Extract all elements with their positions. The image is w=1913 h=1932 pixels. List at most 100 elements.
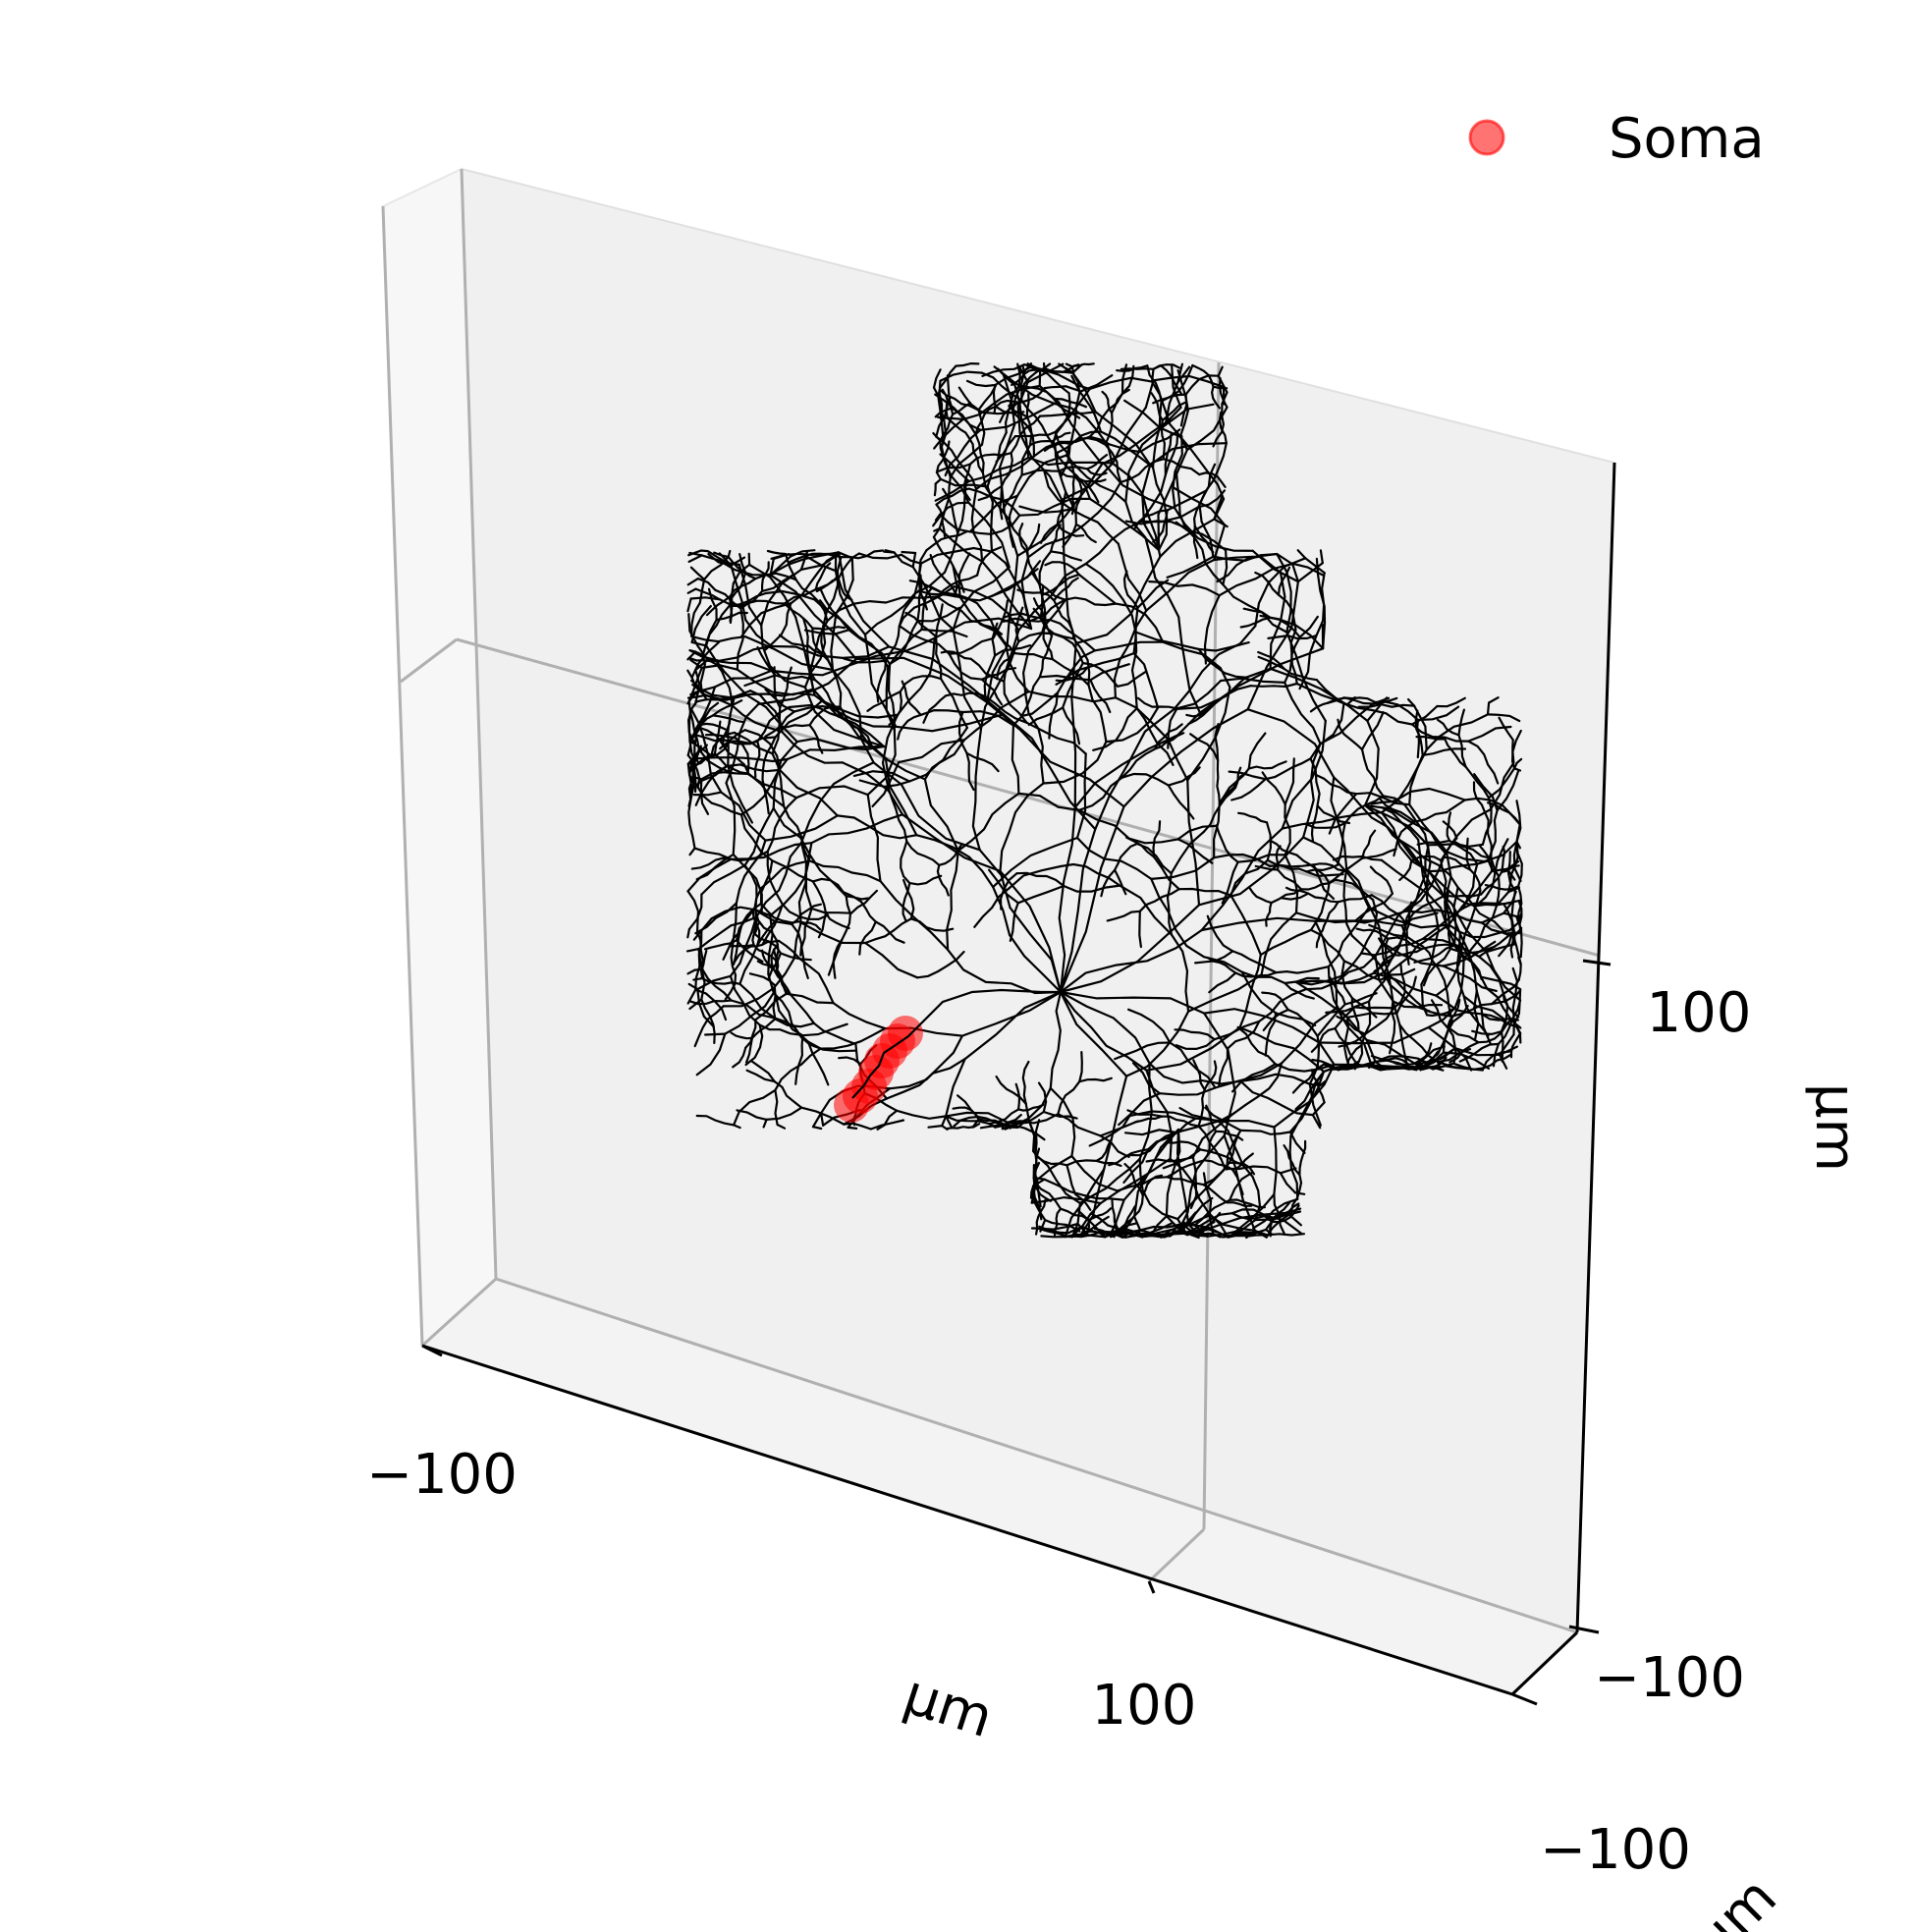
dendrite-segment-978	[701, 734, 723, 794]
dendrite-segment-1492	[1104, 412, 1114, 446]
dendrite-segment-1705	[1374, 1060, 1387, 1071]
dendrite-segment-74	[1122, 570, 1139, 609]
z-axis-label: μm	[1803, 1083, 1867, 1172]
dendrite-segment-457	[1277, 566, 1291, 596]
dendrite-segment-297	[764, 602, 793, 651]
dendrite-segment-769	[811, 1112, 823, 1129]
dendrite-segment-446	[1044, 561, 1080, 577]
dendrite-segment-24	[841, 761, 904, 816]
dendrite-segment-808	[879, 879, 950, 952]
dendrite-segment-813	[779, 952, 812, 962]
dendrite-segment-177	[1246, 580, 1300, 711]
dendrite-segment-870	[764, 688, 795, 713]
dendrite-segment-1062	[925, 529, 969, 552]
dendrite-segment-398	[1214, 1062, 1284, 1089]
dendrite-segment-685	[1215, 824, 1239, 863]
dendrite-segment-1531	[1011, 370, 1026, 414]
dendrite-segment-1297	[697, 747, 735, 775]
dendrite-segment-961	[790, 993, 816, 1024]
dendrite-segment-638	[1289, 1070, 1326, 1137]
dendrite-segment-1620	[1500, 1030, 1504, 1063]
dendrite-segment-336	[1276, 552, 1292, 634]
dendrite-segment-325	[1228, 770, 1267, 781]
dendrite-segment-1354	[686, 763, 691, 778]
dendrite-segment-668	[1059, 862, 1121, 887]
dendrite-segment-402	[1169, 1041, 1217, 1089]
dendrite-segment-438	[1048, 618, 1097, 652]
dendrite-segment-980	[778, 768, 839, 817]
dendrite-segment-1273	[695, 698, 708, 703]
x-axis-label: μm	[897, 1663, 1001, 1751]
dendrite-segment-112	[850, 557, 854, 581]
dendrite-segment-440	[1114, 602, 1165, 643]
dendrite-segment-313	[1342, 701, 1414, 726]
dendrite-segment-1571	[938, 843, 963, 866]
dendrite-segment-482	[1208, 971, 1237, 994]
dendrite-segment-536	[1266, 1233, 1306, 1237]
dendrite-segment-1452	[1113, 1232, 1127, 1239]
dendrite-segment-1301	[696, 577, 742, 610]
dendrite-segment-1662	[1392, 947, 1424, 957]
dendrite-segment-644	[1227, 1234, 1265, 1239]
dendrite-segment-1708	[1311, 1058, 1339, 1072]
dendrite-segment-1590	[706, 658, 773, 673]
dendrite-segment-549	[1148, 1062, 1242, 1085]
dendrite-segment-598	[1059, 990, 1148, 1072]
dendrite-segment-115	[971, 726, 983, 852]
dendrite-segment-1278	[686, 650, 697, 661]
dendrite-segment-1456	[1075, 1208, 1106, 1239]
dendrite-segment-931	[951, 1123, 981, 1130]
dendrite-segment-1218	[1381, 696, 1398, 704]
dendrite-segment-1520	[935, 435, 945, 444]
dendrite-segment-1674	[1494, 838, 1509, 874]
dendrite-segment-1116	[1010, 414, 1042, 455]
dendrite-segment-68	[1105, 706, 1160, 744]
dendrite-segment-916	[1006, 1110, 1045, 1126]
dendrite-segment-1659	[1372, 971, 1438, 997]
dendrite-segment-742	[1031, 1149, 1068, 1167]
dendrite-segment-1585	[694, 686, 717, 731]
dendrite-segment-951	[745, 1069, 776, 1083]
dendrite-segment-443	[1030, 572, 1066, 601]
dendrite-segment-967	[770, 943, 780, 971]
dendrite-segment-175	[1171, 364, 1182, 409]
dendrite-segment-1597	[1299, 878, 1337, 891]
dendrite-segment-1630	[1360, 747, 1385, 798]
dendrite-segment-1380	[840, 549, 885, 560]
legend-soma-label: Soma	[1609, 107, 1765, 171]
dendrite-segment-1471	[1001, 473, 1023, 513]
dendrite-segment-1464	[974, 433, 985, 474]
dendrite-segment-1563	[1017, 384, 1056, 401]
dendrite-segment-310	[1259, 555, 1283, 575]
dendrite-segment-484	[1231, 950, 1278, 974]
dendrite-segment-778	[695, 1114, 736, 1127]
dendrite-segment-1064	[917, 581, 929, 611]
dendrite-segment-1655	[1443, 893, 1483, 898]
dendrite-segment-1186	[1457, 708, 1466, 737]
dendrite-segment-1202	[1187, 702, 1217, 726]
dendrite-segment-1110	[1221, 406, 1229, 417]
dendrite-segment-681	[1260, 911, 1298, 976]
dendrite-segment-18	[686, 890, 700, 936]
dendrite-segment-722	[1231, 1152, 1254, 1172]
dendrite-segment-548	[1059, 990, 1151, 1065]
dendrite-segment-1528	[1011, 411, 1036, 458]
dendrite-segment-1311	[794, 579, 829, 623]
dendrite-segment-1663	[1373, 954, 1394, 973]
dendrite-segment-26	[731, 703, 784, 734]
dendrite-segment-735	[1053, 1207, 1063, 1237]
dendrite-segment-1602	[1254, 864, 1280, 871]
dendrite-segment-568	[1197, 1125, 1227, 1171]
dendrite-segment-1175	[1334, 1000, 1371, 1030]
dendrite-segment-1320	[766, 549, 788, 556]
dendrite-segment-1387	[1165, 1140, 1202, 1151]
dendrite-segment-214	[1070, 641, 1077, 809]
dendrite-segment-1678	[1515, 1025, 1522, 1035]
dendrite-segment-1404	[1175, 1128, 1190, 1226]
dendrite-segment-1566	[933, 617, 1033, 639]
dendrite-segment-269	[727, 764, 754, 824]
dendrite-segment-1303	[739, 599, 786, 610]
dendrite-segment-1438	[1132, 1128, 1180, 1218]
dendrite-segment-320	[1309, 757, 1321, 807]
dendrite-segment-1441	[1193, 1198, 1231, 1227]
